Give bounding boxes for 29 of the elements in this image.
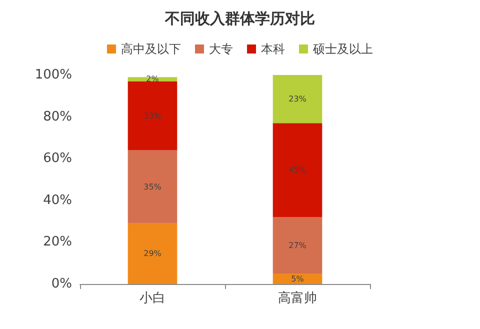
x-tick-label: 小白 bbox=[140, 291, 166, 306]
data-label: 2% bbox=[146, 74, 160, 84]
bar bbox=[272, 123, 322, 218]
data-label: 45% bbox=[288, 166, 307, 175]
legend-label: 本科 bbox=[261, 42, 285, 56]
legend-label: 大专 bbox=[209, 42, 233, 56]
bar bbox=[272, 217, 322, 274]
data-label: 27% bbox=[288, 240, 307, 250]
y-tick-label: 100% bbox=[34, 68, 72, 82]
y-tick-label: 0% bbox=[51, 276, 72, 292]
y-tick-label: 40% bbox=[43, 192, 72, 208]
data-label: 5% bbox=[291, 274, 304, 284]
bar bbox=[128, 150, 178, 224]
legend-label: 硕士及以上 bbox=[312, 42, 373, 56]
y-tick-label: 60% bbox=[43, 151, 72, 166]
chart-title: 不同收入群体学历对比 bbox=[164, 10, 315, 28]
bar bbox=[272, 75, 322, 124]
x-tick-label: 高富帅 bbox=[278, 290, 317, 306]
data-label: 23% bbox=[288, 94, 307, 104]
legend-label: 高中及以下 bbox=[121, 42, 181, 56]
bar bbox=[128, 77, 178, 82]
data-label: 35% bbox=[144, 182, 162, 192]
bar bbox=[128, 81, 178, 150]
y-tick-label: 80% bbox=[43, 109, 72, 124]
data-label: 33% bbox=[144, 111, 162, 120]
y-tick-label: 20% bbox=[43, 234, 72, 250]
bar bbox=[272, 274, 322, 284]
data-label: 29% bbox=[144, 249, 162, 258]
bar bbox=[128, 223, 178, 284]
